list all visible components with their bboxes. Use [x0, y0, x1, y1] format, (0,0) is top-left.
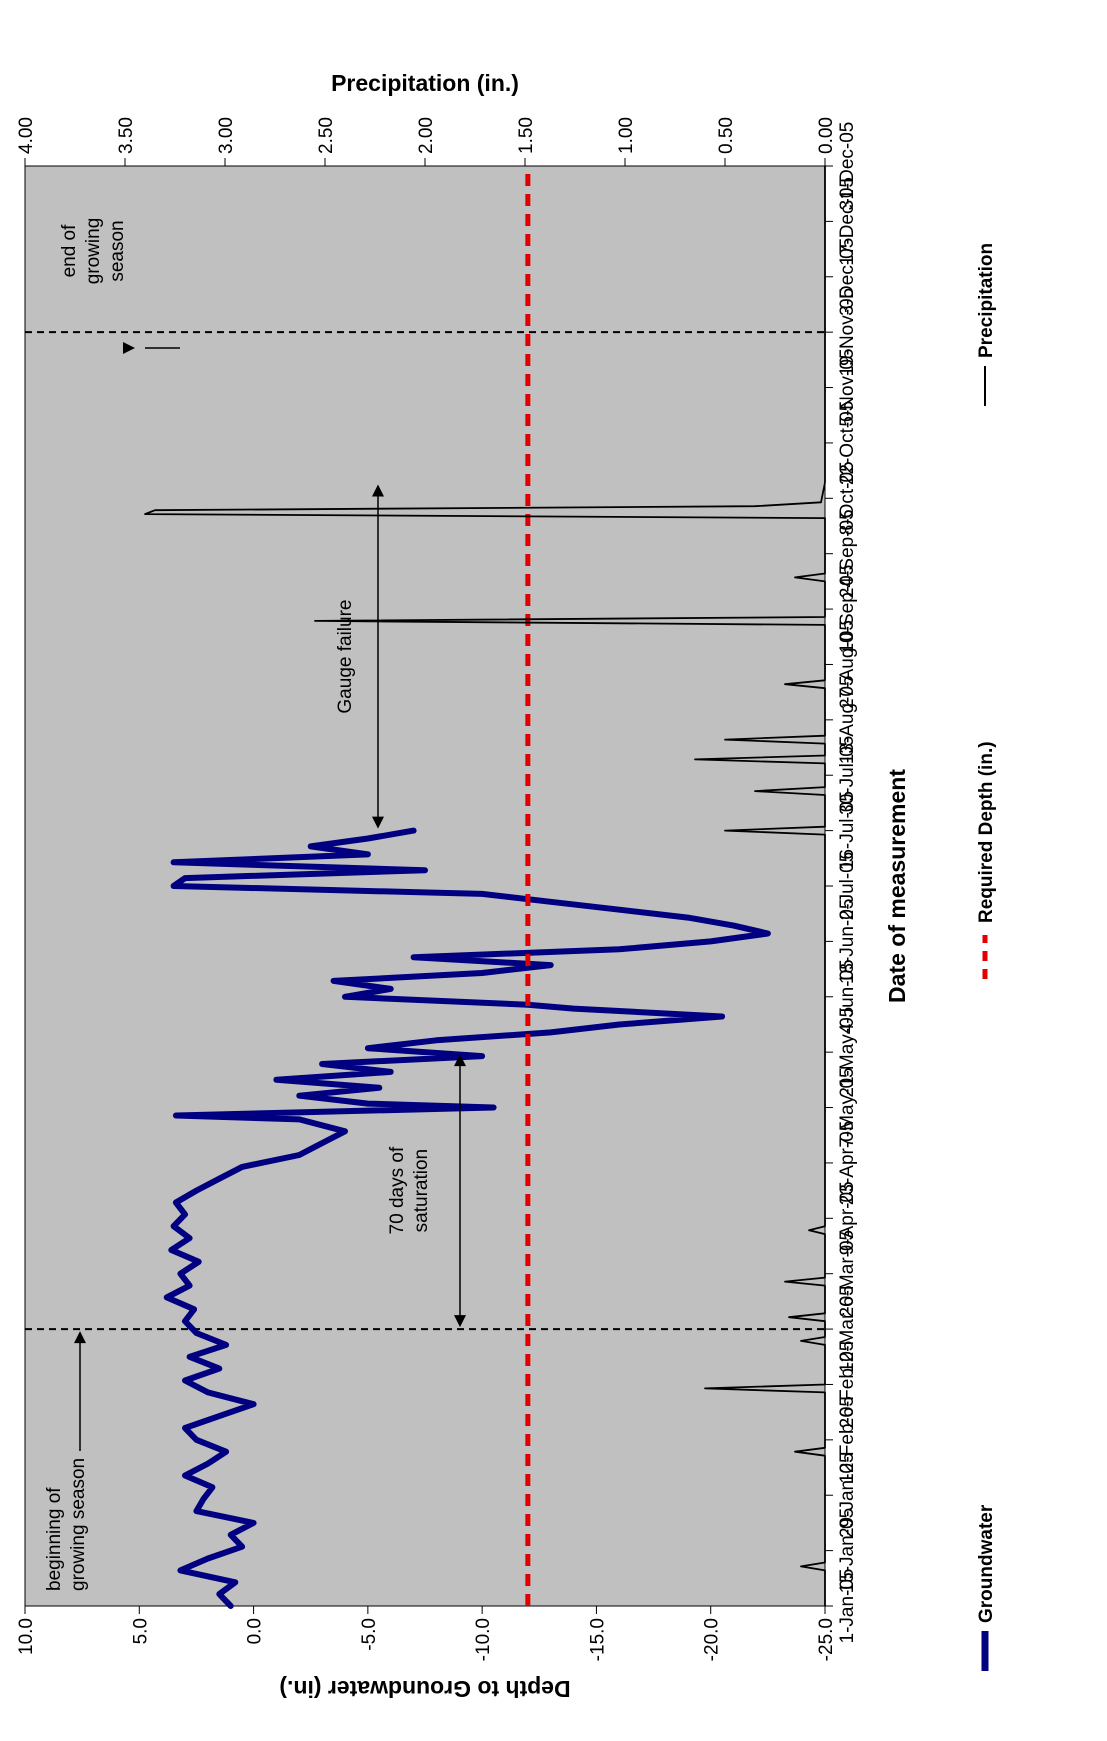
- annotation-end-text: season: [107, 220, 128, 281]
- x-tick-label: 12-Feb-05: [837, 1396, 858, 1484]
- x-tick-label: 23-Apr-05: [837, 1121, 858, 1206]
- x-tick-label: 4-Jun-05: [837, 959, 858, 1034]
- x-tick-label: 9-Apr-05: [837, 1181, 858, 1255]
- y-left-tick-label: -15.0: [587, 1618, 608, 1661]
- y-left-tick-label: -25.0: [816, 1618, 837, 1661]
- legend-label-required: Required Depth (in.): [976, 741, 997, 923]
- y-right-tick-label: 1.00: [616, 117, 637, 154]
- y-left-tick-label: 5.0: [130, 1618, 151, 1644]
- x-tick-label: 15-Jan-05: [837, 1508, 858, 1594]
- x-tick-label: 31-Dec-05: [837, 122, 858, 211]
- legend-label-groundwater: Groundwater: [976, 1504, 997, 1623]
- series-precipitation: [144, 165, 826, 1607]
- arrow-head: [454, 1315, 466, 1328]
- y-left-tick-label: -20.0: [702, 1618, 723, 1661]
- annotation-end-text: growing: [83, 218, 104, 285]
- arrow-head: [123, 341, 135, 354]
- y-right-tick-label: 2.00: [416, 117, 437, 154]
- arrow-head: [372, 484, 384, 497]
- x-tick-label: 3-Dec-05: [837, 238, 858, 316]
- y-right-tick-label: 0.50: [716, 117, 737, 154]
- x-axis-title: Date of measurement: [884, 769, 910, 1003]
- series-groundwater: [163, 827, 771, 1609]
- y-right-tick-label: 3.00: [216, 117, 237, 154]
- y-left-tick-label: -5.0: [359, 1618, 380, 1651]
- x-tick-label: 13-Aug-05: [837, 675, 858, 764]
- series: [144, 165, 826, 1609]
- x-tick-label: 18-Jun-05: [837, 899, 858, 985]
- y-left-tick-label: 0.0: [245, 1618, 266, 1644]
- x-tick-label: 10-Sep-05: [837, 565, 858, 654]
- y-right-tick-label: 0.00: [816, 117, 837, 154]
- x-tick-label: 21-May-05: [837, 1007, 858, 1098]
- axes: 1-Jan-0515-Jan-0529-Jan-0512-Feb-0526-Fe…: [16, 70, 910, 1702]
- x-tick-label: 26-Feb-05: [837, 1341, 858, 1429]
- y-right-axis-title: Precipitation (in.): [331, 70, 519, 96]
- y-right-tick-label: 4.00: [16, 117, 37, 154]
- annotation-gauge-text: Gauge failure: [335, 600, 356, 714]
- x-tick-label: 30-Jul-05: [837, 736, 858, 815]
- x-tick-label: 16-Jul-05: [837, 791, 858, 870]
- x-tick-label: 26-Mar-05: [837, 1230, 858, 1318]
- legend-label-precipitation: Precipitation: [976, 243, 997, 358]
- y-right-tick-label: 2.50: [316, 117, 337, 154]
- arrow-head: [454, 1054, 466, 1067]
- x-tick-label: 8-Oct-05: [837, 461, 858, 535]
- x-tick-label: 29-Jan-05: [837, 1452, 858, 1538]
- x-tick-label: 2-Jul-05: [837, 852, 858, 921]
- arrow-head: [74, 1331, 86, 1344]
- annotation-saturation-text: saturation: [411, 1149, 432, 1232]
- y-left-tick-label: -10.0: [473, 1618, 494, 1661]
- y-left-tick-label: 10.0: [16, 1618, 37, 1655]
- x-tick-label: 27-Aug-05: [837, 620, 858, 709]
- legend: Groundwater Required Depth (in.) Precipita…: [976, 243, 997, 1671]
- y-left-axis-title: Depth to Groundwater (in.): [279, 1676, 570, 1702]
- annotation-begin-text: beginning of: [44, 1487, 65, 1591]
- x-tick-label: 22-Oct-05: [837, 401, 858, 485]
- x-tick-label: 7-May-05: [837, 1067, 858, 1147]
- x-tick-label: 24-Sep-05: [837, 509, 858, 598]
- x-tick-label: 5-Nov-05: [837, 348, 858, 426]
- annotation-end-text: end of: [59, 224, 80, 278]
- arrow-head: [372, 816, 384, 829]
- x-tick-label: 12-Mar-05: [837, 1285, 858, 1373]
- plot-area: [24, 165, 826, 1607]
- annotation-begin-text: growing season: [68, 1458, 89, 1591]
- guides: [25, 331, 825, 1331]
- y-right-tick-label: 1.50: [516, 117, 537, 154]
- x-tick-label: 19-Nov-05: [837, 288, 858, 377]
- annotation-saturation-text: 70 days of: [387, 1146, 408, 1234]
- x-tick-label: 1-Jan-05: [837, 1569, 858, 1644]
- x-tick-label: 17-Dec-05: [837, 177, 858, 266]
- y-right-tick-label: 3.50: [116, 117, 137, 154]
